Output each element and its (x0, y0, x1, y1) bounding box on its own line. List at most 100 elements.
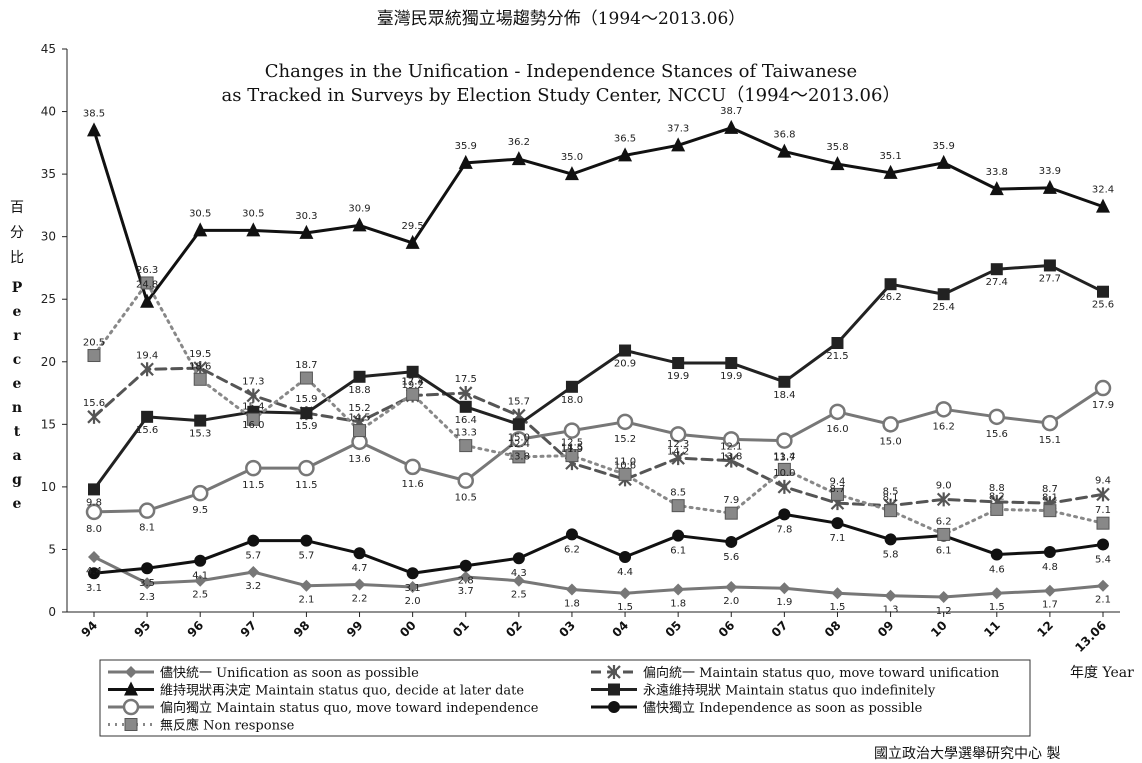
data-label: 3.7 (458, 586, 474, 597)
data-label: 1.3 (883, 605, 899, 616)
data-label: 6.2 (936, 516, 952, 527)
data-label: 15.6 (136, 425, 158, 436)
data-point (459, 439, 473, 453)
y-label-en-char: a (12, 448, 21, 464)
data-label: 8.7 (830, 484, 846, 495)
data-point (1096, 487, 1110, 502)
data-label: 17.5 (455, 374, 477, 385)
data-point (141, 577, 154, 590)
series-line (92, 512, 1105, 575)
data-point (883, 164, 898, 179)
data-label: 4.1 (192, 571, 208, 582)
data-label: 15.9 (295, 421, 317, 432)
data-label: 17.9 (1092, 400, 1114, 411)
legend-label: 永遠維持現狀 Maintain status quo indefinitely (643, 684, 936, 699)
y-tick-label: 25 (41, 292, 56, 306)
data-label: 13.8 (508, 451, 530, 462)
y-axis-label-zh: 百分比 (10, 200, 24, 266)
data-label: 13.8 (720, 451, 742, 462)
data-label: 8.5 (670, 488, 686, 499)
data-point (140, 276, 154, 290)
data-label: 3.1 (86, 583, 102, 594)
series-line (92, 281, 1105, 536)
data-label: 8.7 (1042, 484, 1058, 495)
y-label-zh-char: 分 (10, 225, 24, 241)
data-point (1043, 504, 1057, 518)
data-label: 10.6 (614, 460, 636, 471)
data-label: 25.4 (933, 302, 955, 313)
data-label: 17.3 (401, 377, 423, 388)
data-label: 2.0 (405, 596, 421, 607)
y-tick-label: 5 (48, 542, 56, 556)
data-point (616, 413, 634, 431)
data-label: 21.5 (826, 351, 848, 362)
data-label: 15.9 (295, 394, 317, 405)
data-label: 15.0 (508, 432, 530, 443)
data-point (1096, 198, 1110, 213)
data-point (563, 422, 581, 439)
data-point (353, 370, 366, 383)
y-label-en-char: e (13, 304, 22, 320)
data-label: 5.8 (883, 549, 899, 560)
data-label: 16.0 (242, 420, 264, 431)
data-point (725, 535, 738, 548)
legend-label: 偏向統一 Maintain status quo, move toward un… (643, 665, 1000, 681)
data-point (353, 424, 367, 438)
data-label: 13.7 (773, 453, 795, 464)
x-tick-label: 01 (450, 618, 472, 640)
y-ticks: 0 5 10 15 20 25 30 35 40 45 (41, 42, 67, 619)
data-label: 2.3 (139, 592, 155, 603)
data-point (88, 550, 100, 563)
data-label: 20.5 (83, 338, 105, 349)
data-point (777, 143, 792, 158)
data-label: 15.1 (1039, 435, 1061, 446)
data-label: 27.4 (986, 277, 1008, 288)
data-label: 8.8 (989, 483, 1005, 494)
data-point (194, 554, 207, 567)
data-point (300, 579, 313, 592)
data-label: 35.9 (455, 141, 477, 152)
legend-label: 儘快獨立 Independence as soon as possible (643, 701, 923, 716)
y-tick-label: 10 (41, 480, 56, 494)
data-label: 18.4 (773, 390, 795, 401)
data-point (87, 122, 101, 137)
data-point (247, 565, 260, 578)
data-point (778, 582, 791, 595)
series-group (85, 119, 1112, 603)
data-label: 1.9 (776, 597, 792, 608)
y-label-en-char: e (13, 496, 22, 512)
data-label: 26.2 (879, 292, 901, 303)
data-point (937, 288, 950, 301)
y-label-en-char: c (13, 352, 22, 368)
data-point (669, 426, 687, 443)
legend-item: 無反應 Non response (108, 718, 295, 734)
data-point (778, 508, 791, 521)
data-point (829, 403, 846, 421)
data-label: 3.2 (245, 581, 261, 592)
data-point (511, 151, 526, 166)
data-point (247, 534, 260, 547)
data-label: 11.9 (561, 444, 583, 455)
legend-item: 儘快統一 Unification as soon as possible (108, 666, 419, 681)
x-axis-label: 年度 Year (1070, 665, 1134, 681)
data-label: 19.5 (189, 349, 211, 360)
legend-label: 無反應 Non response (160, 718, 295, 734)
y-tick-label: 0 (48, 605, 56, 619)
data-label: 9.5 (192, 505, 208, 516)
data-label: 35.9 (933, 141, 955, 152)
data-point (724, 453, 739, 468)
data-label: 8.1 (1042, 493, 1058, 504)
data-label: 11.5 (295, 480, 317, 491)
y-label-en-char: g (12, 472, 22, 488)
data-point (619, 550, 632, 563)
data-label: 18.0 (561, 395, 583, 406)
series-6 (87, 276, 1110, 541)
data-label: 13.6 (348, 454, 370, 465)
data-point (990, 502, 1004, 516)
data-point (512, 574, 525, 587)
legend-item: 維持現狀再決定 Maintain status quo, decide at l… (108, 681, 524, 699)
data-label: 7.1 (1095, 505, 1111, 516)
data-label: 17.4 (401, 376, 423, 387)
data-label: 4.8 (1042, 562, 1058, 573)
